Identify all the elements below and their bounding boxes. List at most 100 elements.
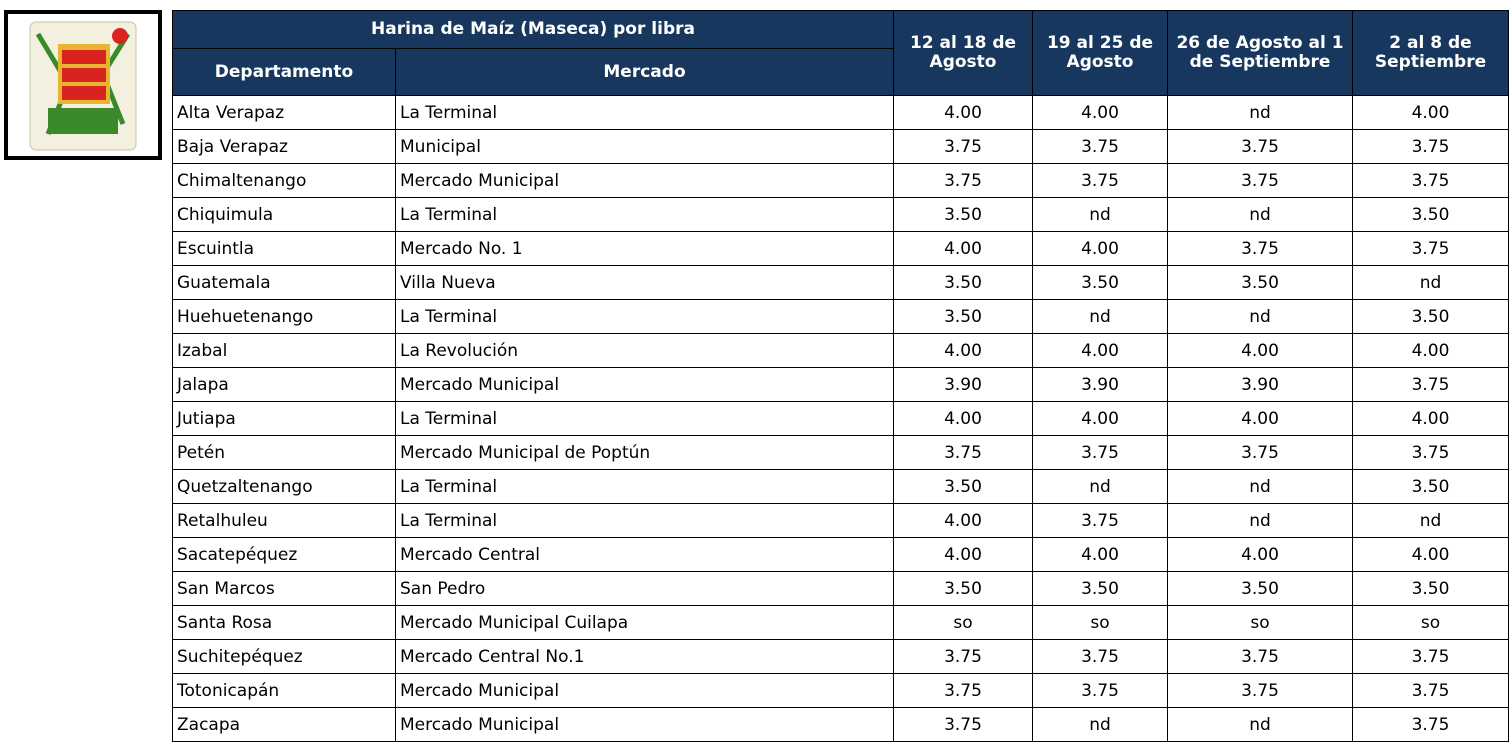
price-cell: so [1033, 606, 1168, 640]
price-cell: 3.50 [1168, 266, 1353, 300]
price-cell: 4.00 [1168, 402, 1353, 436]
price-cell: nd [1168, 470, 1353, 504]
price-cell: nd [1168, 300, 1353, 334]
price-cell: 4.00 [1168, 538, 1353, 572]
price-cell: 4.00 [894, 96, 1033, 130]
market-cell: La Terminal [396, 96, 894, 130]
price-cell: 4.00 [894, 402, 1033, 436]
price-cell: 3.75 [1033, 164, 1168, 198]
department-cell: Totonicapán [173, 674, 396, 708]
price-cell: 3.75 [1168, 674, 1353, 708]
market-cell: Municipal [396, 130, 894, 164]
price-cell: 3.75 [1353, 674, 1509, 708]
department-cell: Retalhuleu [173, 504, 396, 538]
department-cell: Chimaltenango [173, 164, 396, 198]
price-cell: 3.50 [1353, 572, 1509, 606]
department-cell: Izabal [173, 334, 396, 368]
table-title: Harina de Maíz (Maseca) por libra [173, 11, 894, 49]
department-cell: Zacapa [173, 708, 396, 742]
price-cell: nd [1168, 708, 1353, 742]
price-cell: nd [1033, 708, 1168, 742]
product-image [4, 10, 162, 160]
price-cell: 3.75 [1033, 640, 1168, 674]
market-cell: Mercado Municipal [396, 368, 894, 402]
price-cell: 4.00 [1353, 538, 1509, 572]
price-cell: 3.75 [1168, 640, 1353, 674]
column-header: 26 de Agosto al 1 de Septiembre [1168, 11, 1353, 96]
department-cell: Chiquimula [173, 198, 396, 232]
price-cell: 3.75 [894, 164, 1033, 198]
price-cell: 4.00 [1033, 538, 1168, 572]
price-cell: 3.75 [1033, 504, 1168, 538]
price-cell: 3.75 [894, 436, 1033, 470]
price-cell: 3.50 [1353, 470, 1509, 504]
price-cell: 3.75 [1353, 130, 1509, 164]
price-cell: nd [1168, 198, 1353, 232]
price-cell: 4.00 [1033, 232, 1168, 266]
column-header: Mercado [396, 49, 894, 96]
price-cell: so [1353, 606, 1509, 640]
market-cell: Mercado Municipal de Poptún [396, 436, 894, 470]
price-cell: 4.00 [1168, 334, 1353, 368]
price-cell: so [894, 606, 1033, 640]
price-cell: 3.50 [1033, 572, 1168, 606]
department-cell: Jalapa [173, 368, 396, 402]
price-cell: 4.00 [1353, 96, 1509, 130]
price-cell: 3.75 [1033, 436, 1168, 470]
market-cell: La Revolución [396, 334, 894, 368]
market-cell: Mercado Municipal [396, 164, 894, 198]
price-cell: 3.50 [1033, 266, 1168, 300]
price-cell: 3.90 [894, 368, 1033, 402]
price-cell: nd [1033, 300, 1168, 334]
product-bag [8, 14, 158, 156]
department-cell: Baja Verapaz [173, 130, 396, 164]
price-cell: nd [1353, 504, 1509, 538]
market-cell: La Terminal [396, 470, 894, 504]
market-cell: Mercado Municipal [396, 708, 894, 742]
department-cell: Santa Rosa [173, 606, 396, 640]
department-cell: Escuintla [173, 232, 396, 266]
market-cell: Mercado Central No.1 [396, 640, 894, 674]
price-cell: 3.75 [1353, 640, 1509, 674]
market-cell: Mercado Municipal Cuilapa [396, 606, 894, 640]
price-cell: 3.75 [894, 674, 1033, 708]
price-cell: 3.90 [1168, 368, 1353, 402]
price-cell: 3.75 [1168, 436, 1353, 470]
price-cell: 3.90 [1033, 368, 1168, 402]
column-header: 12 al 18 de Agosto [894, 11, 1033, 96]
price-cell: 3.50 [894, 300, 1033, 334]
price-cell: 4.00 [1353, 334, 1509, 368]
price-cell: 3.50 [894, 198, 1033, 232]
price-cell: 3.50 [1353, 198, 1509, 232]
price-cell: 3.75 [894, 130, 1033, 164]
department-cell: Huehuetenango [173, 300, 396, 334]
market-cell: Mercado Municipal [396, 674, 894, 708]
department-cell: San Marcos [173, 572, 396, 606]
price-cell: 4.00 [1033, 402, 1168, 436]
column-header: Departamento [173, 49, 396, 96]
market-cell: La Terminal [396, 300, 894, 334]
price-cell: 3.75 [1353, 232, 1509, 266]
market-cell: La Terminal [396, 504, 894, 538]
price-cell: 4.00 [1033, 96, 1168, 130]
price-cell: 3.75 [1168, 232, 1353, 266]
price-cell: nd [1168, 504, 1353, 538]
market-cell: Mercado No. 1 [396, 232, 894, 266]
department-cell: Quetzaltenango [173, 470, 396, 504]
